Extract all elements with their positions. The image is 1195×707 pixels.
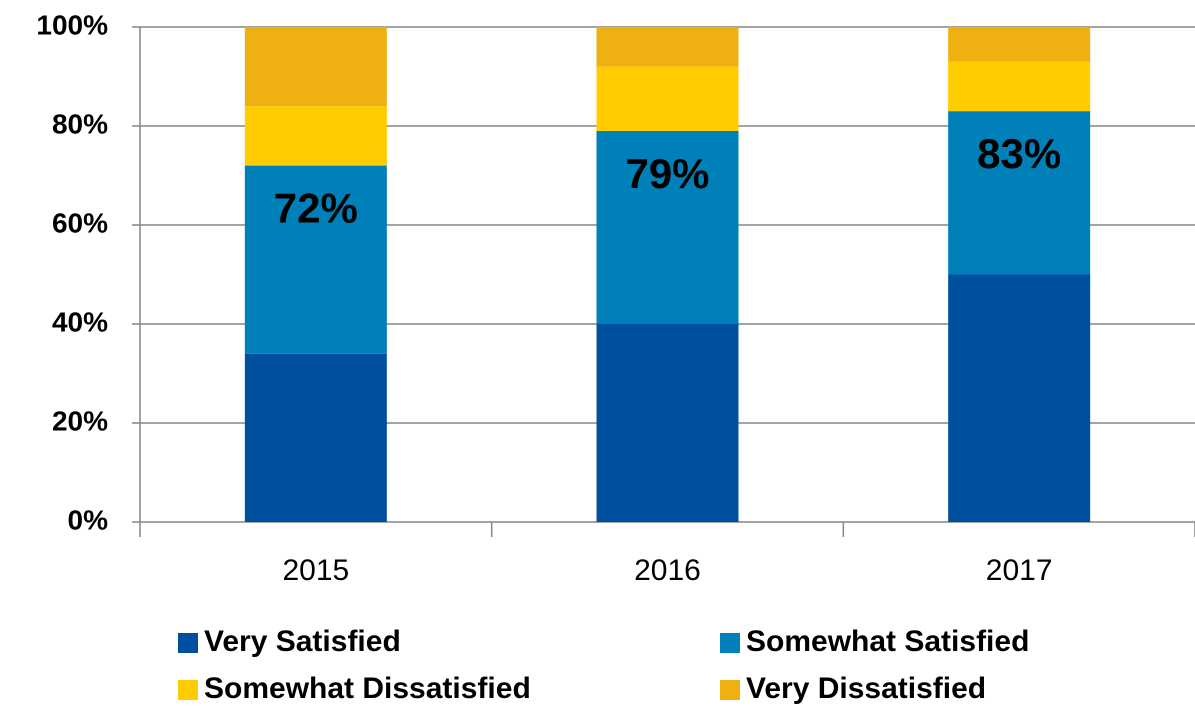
bar-segment xyxy=(948,111,1091,275)
legend-swatch xyxy=(178,633,198,653)
legend-swatch xyxy=(720,633,740,653)
bar-segment xyxy=(596,27,739,67)
bar-segment xyxy=(948,61,1091,112)
bar-segment xyxy=(244,106,387,166)
total-label: 83% xyxy=(977,130,1061,177)
bar-segment xyxy=(596,324,739,522)
y-tick-label: 80% xyxy=(52,108,108,139)
legend-label: Somewhat Satisfied xyxy=(746,625,1029,658)
bar-segment xyxy=(596,66,739,131)
legend-swatch xyxy=(720,680,740,700)
bar-segment xyxy=(948,27,1091,62)
bar-segment xyxy=(244,165,387,354)
total-label: 79% xyxy=(625,150,709,197)
bar-segment xyxy=(244,353,387,522)
legend-label: Very Dissatisfied xyxy=(746,672,986,705)
total-label: 72% xyxy=(274,185,358,232)
bar-segment xyxy=(948,274,1091,522)
x-tick-label: 2016 xyxy=(634,554,701,587)
bar-segment xyxy=(596,130,739,324)
legend-label: Very Satisfied xyxy=(204,625,401,658)
y-tick-label: 60% xyxy=(52,207,108,238)
y-tick-label: 20% xyxy=(52,405,108,436)
x-tick-label: 2015 xyxy=(282,554,349,587)
legend-label: Somewhat Dissatisfied xyxy=(204,672,531,705)
legend-swatch xyxy=(178,680,198,700)
y-tick-label: 0% xyxy=(68,504,109,535)
x-tick-label: 2017 xyxy=(986,554,1053,587)
bar-segment xyxy=(244,27,387,107)
y-tick-label: 100% xyxy=(36,9,108,40)
y-tick-label: 40% xyxy=(52,306,108,337)
